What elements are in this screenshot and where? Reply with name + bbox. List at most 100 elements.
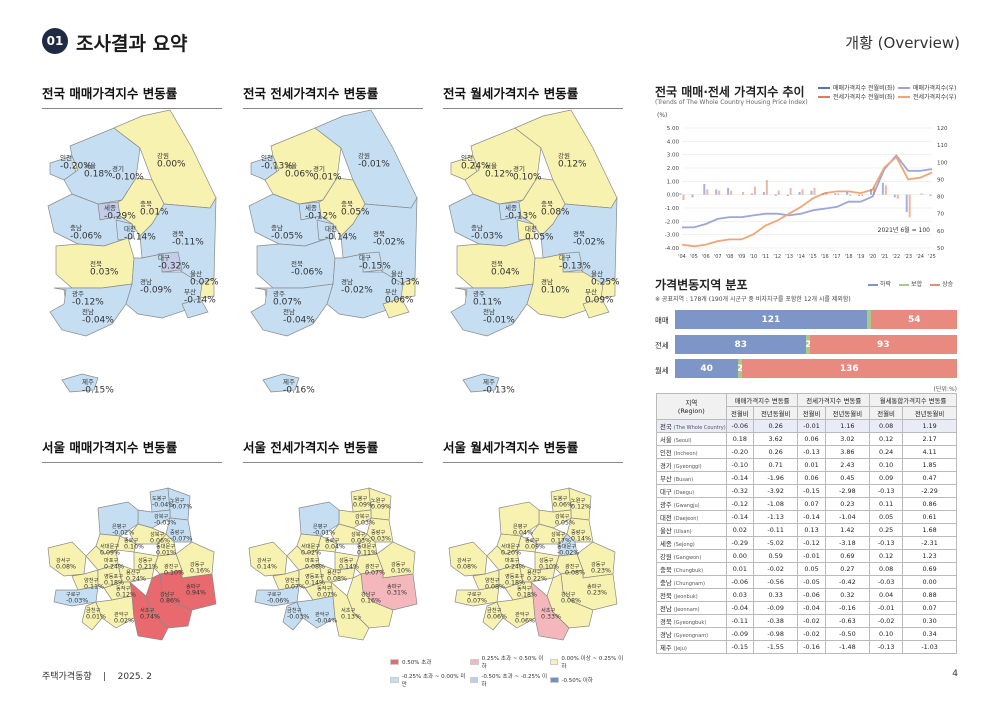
map-region-value: 0.11%: [357, 550, 377, 557]
map-region-name: 충북: [341, 199, 353, 208]
value-cell: 0.32: [824, 588, 871, 602]
value-cell: 0.02: [725, 523, 754, 537]
bar-segment-fall: 121: [675, 310, 867, 329]
map-region-value: 0.21%: [138, 564, 158, 571]
publication-name: 주택가격동향: [42, 672, 92, 682]
value-cell: 0.12: [869, 549, 904, 563]
distribution-legend: 하락 보합 상승: [868, 279, 953, 288]
legend-item: 0.00% 이상 ~ 0.25% 이하: [549, 654, 628, 670]
map-region-name: 광주: [273, 290, 285, 298]
map-region-value: 0.08%: [485, 584, 505, 591]
map-region-name: 송파구: [587, 582, 602, 590]
map-region-value: -0.03%: [471, 232, 503, 242]
value-cell: 0.10: [869, 458, 904, 472]
region-cell: 경기 (Gyeonggi): [656, 458, 727, 472]
map-region-value: 0.06%: [150, 538, 170, 545]
map-region-value: 0.06%: [285, 170, 314, 180]
value-cell: -0.13: [869, 484, 904, 498]
region-cell: 제주 (Jeju): [656, 640, 727, 654]
map-region-name: 강원: [558, 151, 570, 160]
map-title-seoul-sale: 서울 매매가격지수 변동률: [42, 437, 222, 463]
region-cell: 전남 (Jeonnam): [656, 601, 727, 615]
map-region-name: 송파구: [387, 582, 402, 590]
map-region-name: 울산: [190, 269, 202, 278]
mom-bar: [861, 194, 864, 196]
region-경남: [125, 253, 203, 319]
left-tick-label: 4.00: [667, 139, 680, 145]
value-cell: 0.07: [902, 601, 957, 615]
value-cell: -1.13: [752, 510, 799, 524]
region-제주: [462, 373, 500, 393]
region-서초구: [330, 581, 370, 641]
mom-bar: [929, 194, 932, 196]
map-region-name: 경북: [172, 229, 184, 238]
region-경남: [526, 253, 604, 319]
publication-date: 2025. 2: [117, 672, 152, 682]
value-cell: -0.16: [797, 640, 826, 654]
map-region-value: 0.09%: [525, 544, 545, 551]
map-region-name: 세종: [505, 203, 517, 212]
region-cell: 충북 (Chungbuk): [656, 562, 727, 576]
map-region-value: -0.13%: [261, 162, 293, 172]
region-경남: [326, 253, 404, 319]
value-cell: -0.03: [869, 575, 904, 589]
map-region-value: -0.02%: [112, 530, 134, 537]
value-cell: 1.19: [902, 419, 957, 433]
right-tick-label: 50: [937, 246, 944, 252]
mom-bar: [810, 190, 813, 195]
value-cell: 0.03: [725, 588, 754, 602]
map-region-name: 부산: [184, 287, 196, 296]
region-cell: 울산 (Ulsan): [656, 523, 727, 537]
map-region-value: 0.13%: [341, 614, 361, 621]
mom-bar: [777, 190, 780, 195]
value-cell: -0.05: [797, 575, 826, 589]
region-대전: [316, 219, 336, 241]
map-region-name: 마포구: [505, 556, 520, 564]
legend-fall: 하락: [868, 279, 891, 288]
map-region-value: 0.18%: [84, 170, 113, 180]
map-region-value: 0.01%: [140, 208, 169, 218]
group-header: 전세가격지수 변동률: [797, 393, 871, 407]
map-region-name: 충남: [271, 223, 283, 232]
map-region-name: 강동구: [190, 561, 205, 568]
region-중랑구: [566, 517, 594, 543]
map-region-name: 서울: [285, 161, 297, 170]
region-금천구: [81, 601, 103, 631]
group-header: 월세통합가격지수 변동률: [869, 393, 957, 407]
sub-header: 전년동월비: [752, 406, 799, 420]
map-region-value: -0.04%: [283, 316, 315, 326]
value-cell: 0.26: [752, 445, 799, 459]
map-region-name: 강북구: [154, 513, 169, 520]
map-region-value: -0.11%: [172, 238, 204, 248]
map-region-value: -0.02%: [557, 550, 579, 557]
map-region-value: -0.05%: [271, 232, 303, 242]
region-cell: 경북 (Gyeongbuk): [656, 614, 727, 628]
map-region-value: -0.02%: [373, 238, 405, 248]
x-tick-label: '24: [916, 254, 924, 260]
map-region-name: 동작구: [116, 585, 131, 592]
map-region-value: 0.23%: [591, 568, 611, 575]
map-region-value: 0.06%: [487, 614, 507, 621]
left-tick-label: -3.00: [665, 233, 680, 239]
region-중랑구: [366, 517, 394, 543]
map-region-name: 광진구: [365, 563, 380, 570]
sub-header: 전년동월비: [902, 406, 957, 420]
map-region-value: 0.08%: [327, 576, 347, 583]
mom-bar: [730, 190, 733, 195]
value-cell: 0.13: [797, 523, 826, 537]
x-tick-label: '05: [690, 254, 698, 260]
map-region-value: 0.31%: [387, 590, 407, 597]
left-tick-label: 2.00: [667, 166, 680, 172]
map-region-name: 용산구: [527, 568, 542, 576]
value-cell: 0.69: [824, 549, 871, 563]
region-cell: 인천 (Incheon): [656, 445, 727, 459]
mom-bar: [822, 193, 825, 195]
value-cell: -0.13: [869, 536, 904, 550]
value-cell: -1.04: [824, 510, 871, 524]
value-cell: 0.59: [752, 549, 799, 563]
map-region-name: 구로구: [66, 591, 81, 598]
region-전남: [49, 283, 133, 337]
map-region-name: 동대문구: [156, 542, 175, 550]
value-cell: 1.68: [902, 523, 957, 537]
table-row: 인천 (Incheon) -0.20 0.26 -0.13 3.86 0.24 4.11: [656, 445, 957, 459]
